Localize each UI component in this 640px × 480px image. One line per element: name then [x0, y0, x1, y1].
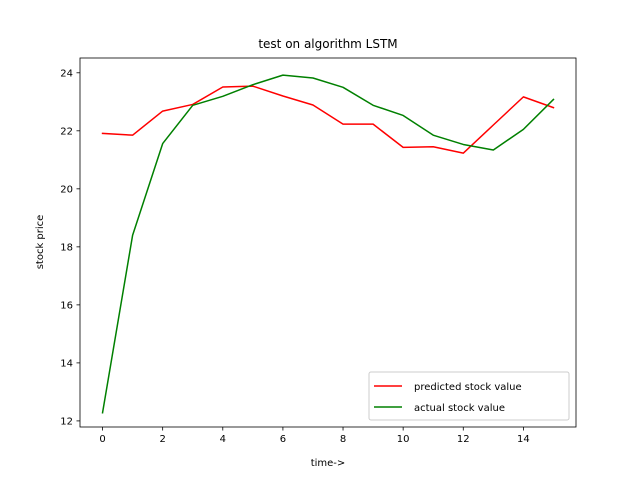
- y-tick-label: 18: [60, 242, 73, 253]
- y-tick-label: 22: [60, 126, 73, 137]
- series-line-actual: [101, 74, 555, 414]
- y-axis-label: stock price: [35, 215, 46, 270]
- x-tick-label: 0: [99, 434, 105, 445]
- x-axis: 0 2 4 6 8 10 12 14: [99, 427, 530, 445]
- legend-label: actual stock value: [414, 403, 505, 414]
- plot-area: [79, 57, 577, 428]
- y-tick-label: 24: [60, 68, 73, 79]
- x-tick-label: 4: [220, 434, 226, 445]
- y-axis: 12 14 16 18 20 22 24: [60, 68, 80, 427]
- x-tick-label: 10: [397, 434, 410, 445]
- x-tick-label: 14: [517, 434, 530, 445]
- series-lines: [101, 74, 555, 414]
- y-tick-label: 16: [60, 300, 73, 311]
- y-tick-label: 12: [60, 416, 73, 427]
- chart-title: test on algorithm LSTM: [258, 37, 397, 51]
- x-tick-label: 6: [280, 434, 286, 445]
- x-tick-label: 2: [159, 434, 165, 445]
- legend-label: predicted stock value: [414, 382, 522, 393]
- x-axis-label: time->: [311, 458, 346, 469]
- plot-frame: [79, 57, 577, 428]
- y-tick-label: 14: [60, 358, 73, 369]
- legend: predicted stock value actual stock value: [368, 371, 570, 421]
- x-tick-label: 12: [457, 434, 470, 445]
- series-line-predicted: [101, 85, 555, 154]
- y-tick-label: 20: [60, 184, 73, 195]
- legend-box: [368, 371, 570, 421]
- x-tick-label: 8: [340, 434, 346, 445]
